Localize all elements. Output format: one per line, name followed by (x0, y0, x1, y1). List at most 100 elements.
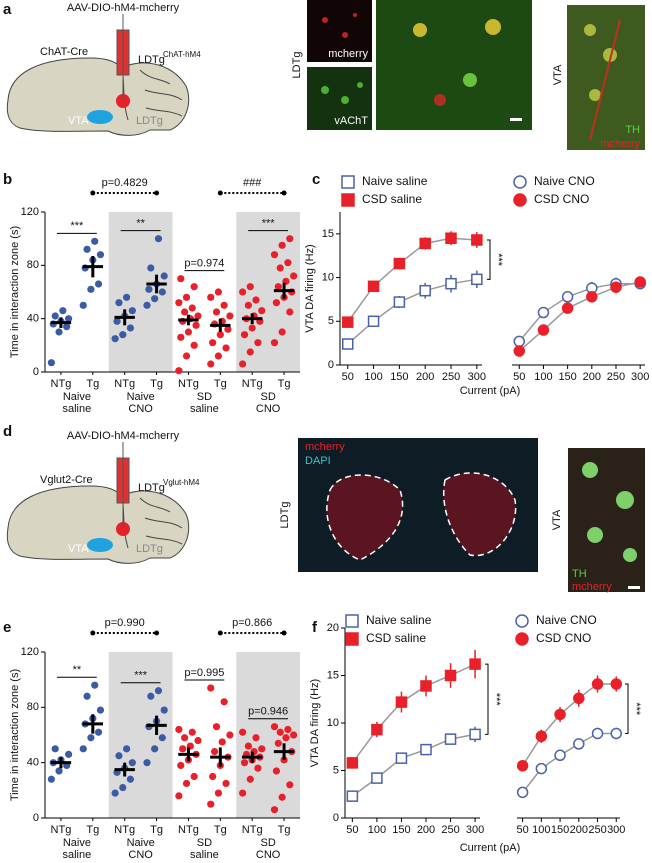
annotation: *** (134, 670, 148, 682)
x-tick-label: 150 (558, 371, 576, 383)
group-label: CNO (256, 403, 281, 415)
data-point (573, 692, 585, 705)
cell (321, 86, 329, 94)
data-point (286, 235, 294, 243)
data-point (270, 251, 279, 259)
data-point (516, 786, 529, 799)
x-tick-label: 200 (570, 824, 588, 836)
annotation: ### (243, 177, 262, 189)
data-point (284, 259, 292, 267)
data-point (371, 723, 383, 736)
y-axis-label: Time in interaction zone (s) (9, 669, 21, 801)
y-tick-label: 15 (327, 669, 339, 681)
data-point (210, 748, 219, 756)
cell (341, 96, 349, 104)
y-tick-label: 5 (328, 315, 334, 327)
panel-letter: f (312, 619, 318, 636)
data-point (209, 339, 217, 347)
x-tick-label: NTg (178, 824, 199, 836)
data-point (220, 698, 228, 706)
legend-marker (341, 193, 355, 207)
significance-bracket (485, 663, 489, 735)
series-line (347, 278, 477, 345)
data-point (160, 272, 168, 280)
data-point (516, 760, 529, 772)
micrograph (307, 0, 372, 62)
data-point (471, 234, 483, 246)
data-point (537, 324, 550, 336)
ldtg-label: LDTg (136, 115, 163, 127)
data-point (278, 241, 286, 249)
data-point (182, 779, 191, 788)
image-label: mcherry (572, 581, 612, 593)
data-point (286, 781, 294, 789)
annotation: p=0.946 (248, 706, 288, 718)
data-point (47, 775, 55, 783)
annotation: p=0.974 (184, 258, 224, 270)
data-point (240, 759, 249, 767)
data-point (216, 331, 224, 339)
data-point (123, 293, 131, 301)
x-tick-label: 100 (532, 824, 550, 836)
micrograph (376, 0, 532, 130)
x-tick-label: Tg (150, 824, 163, 836)
x-tick-label: 50 (342, 371, 354, 383)
x-tick-label: NTg (51, 824, 72, 836)
x-tick-label: NTg (242, 378, 263, 390)
x-tick-label: 50 (516, 824, 528, 836)
cell (413, 23, 427, 37)
data-point (128, 307, 136, 315)
x-axis-label: Current (pA) (460, 842, 521, 854)
data-point (469, 728, 481, 741)
data-point (239, 288, 247, 296)
data-point (123, 745, 131, 753)
x-tick-label: Tg (86, 378, 99, 390)
group-label: saline (63, 849, 92, 861)
ldtg-outline (443, 472, 517, 557)
target-superscript: ChAT-hM4 (163, 50, 201, 59)
virus-label: AAV-DIO-hM4-mcherry (67, 430, 180, 442)
x-tick-label: 50 (346, 824, 358, 836)
data-point (274, 283, 282, 291)
panel-letter: d (3, 423, 12, 440)
x-tick-label: Tg (278, 378, 291, 390)
data-point (419, 237, 431, 250)
group-label: Naive (63, 837, 91, 849)
x-tick-label: 100 (364, 371, 382, 383)
data-point (252, 296, 260, 304)
cell (584, 24, 596, 36)
data-point (395, 696, 408, 708)
data-point (175, 367, 183, 375)
data-point (59, 307, 67, 315)
data-point (175, 792, 183, 800)
data-point (154, 235, 163, 243)
micrograph (307, 67, 372, 130)
data-point (248, 324, 256, 332)
group-label: CNO (128, 849, 153, 861)
data-point (371, 772, 383, 784)
data-point (444, 669, 457, 682)
vta-label: VTA (68, 543, 89, 555)
image-label: DAPI (305, 455, 331, 467)
cell (434, 94, 446, 106)
image-label: TH (572, 568, 587, 580)
data-point (182, 293, 191, 301)
data-point (115, 299, 123, 307)
data-point (341, 338, 354, 350)
data-point (537, 306, 550, 319)
legend-label: CSD saline (362, 192, 422, 206)
data-point (181, 734, 189, 742)
x-tick-label: NTg (114, 378, 135, 390)
group-label: SD (197, 837, 212, 849)
x-tick-label: Tg (214, 378, 227, 390)
data-point (143, 301, 151, 309)
data-point (272, 299, 281, 307)
data-point (64, 315, 73, 323)
y-tick-label: 0 (328, 359, 334, 371)
y-axis-label: VTA DA firing (Hz) (304, 244, 316, 332)
data-point (393, 257, 406, 270)
data-point (254, 339, 262, 347)
group-label: saline (190, 403, 219, 415)
legend-label: Naive saline (362, 174, 428, 188)
brain-outline (6, 57, 190, 136)
